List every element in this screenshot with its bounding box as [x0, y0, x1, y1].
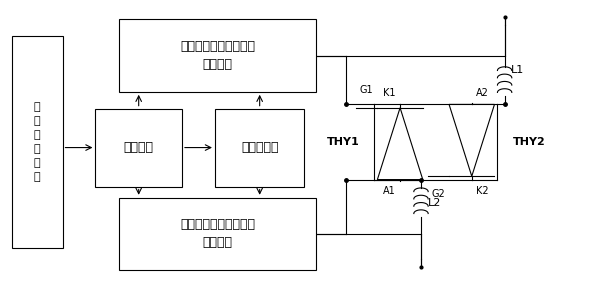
Text: 信号处理: 信号处理 [124, 141, 154, 154]
Bar [119, 20, 317, 92]
Bar [95, 108, 182, 187]
Text: 与输出电压负向同步的
驱动信号: 与输出电压负向同步的 驱动信号 [180, 218, 255, 249]
Bar [215, 108, 305, 187]
Bar [119, 198, 317, 270]
Text: A2: A2 [476, 88, 489, 98]
Text: THY1: THY1 [327, 137, 359, 147]
Text: THY2: THY2 [513, 137, 545, 147]
Text: 与输出电压正向同步的
驱动信号: 与输出电压正向同步的 驱动信号 [180, 40, 255, 71]
Text: L2: L2 [428, 198, 441, 208]
Text: L1: L1 [511, 65, 525, 75]
Text: 输
出
电
压
采
样: 输 出 电 压 采 样 [34, 102, 40, 182]
Text: K2: K2 [476, 186, 489, 196]
Text: G1: G1 [360, 85, 373, 95]
Text: K1: K1 [383, 88, 396, 98]
Bar [11, 36, 63, 248]
Text: A1: A1 [383, 186, 396, 196]
Text: 占空比控制: 占空比控制 [241, 141, 279, 154]
Text: G2: G2 [431, 189, 445, 199]
